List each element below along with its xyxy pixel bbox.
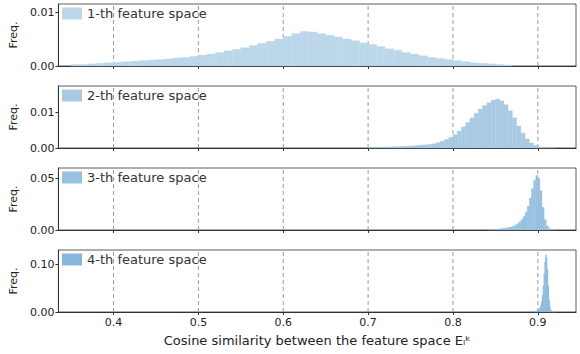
svg-text:0.5: 0.5 (190, 316, 208, 329)
svg-text:0.7: 0.7 (359, 316, 377, 329)
svg-text:Freq.: Freq. (7, 21, 20, 48)
svg-text:4-th feature space: 4-th feature space (87, 252, 207, 267)
svg-text:0.01: 0.01 (30, 106, 55, 119)
svg-text:1-th feature space: 1-th feature space (87, 6, 207, 21)
svg-text:0.00: 0.00 (30, 224, 55, 237)
svg-text:0.00: 0.00 (30, 142, 55, 155)
svg-text:0.6: 0.6 (275, 316, 293, 329)
svg-text:0.00: 0.00 (30, 306, 55, 319)
svg-text:0.00: 0.00 (30, 60, 55, 73)
svg-text:Freq.: Freq. (7, 267, 20, 294)
svg-text:0.05: 0.05 (30, 172, 55, 185)
svg-text:0.8: 0.8 (444, 316, 462, 329)
svg-text:Cosine similarity between the: Cosine similarity between the feature sp… (164, 333, 471, 348)
svg-text:Freq.: Freq. (7, 103, 20, 130)
svg-text:Freq.: Freq. (7, 185, 20, 212)
svg-text:0.01: 0.01 (30, 6, 55, 19)
svg-text:0.9: 0.9 (529, 316, 547, 329)
svg-text:2-th feature space: 2-th feature space (87, 88, 207, 103)
svg-text:0.10: 0.10 (30, 258, 55, 271)
svg-text:0.4: 0.4 (105, 316, 123, 329)
svg-text:3-th feature space: 3-th feature space (87, 170, 207, 185)
